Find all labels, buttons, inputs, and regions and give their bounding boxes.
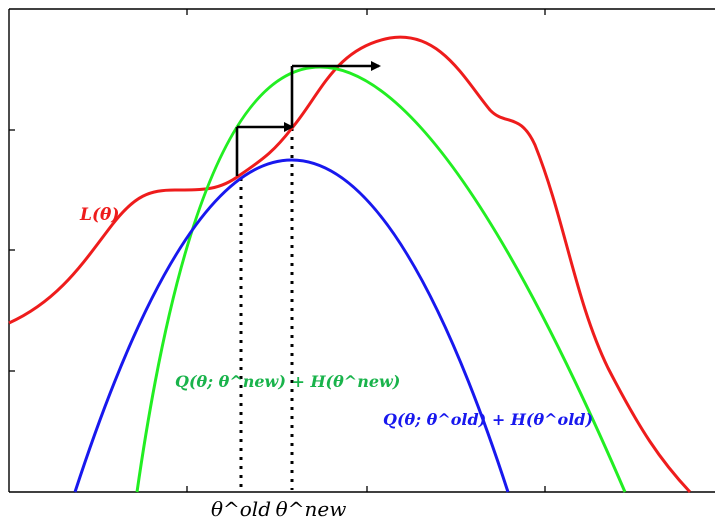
theta-guides: [239, 128, 294, 490]
em-step-arrows: [235, 61, 381, 176]
theta-old-label: θ^old: [211, 497, 271, 521]
q-old-label: Q(θ; θ^old) + H(θ^old): [383, 410, 593, 429]
q-old-curve: [73, 158, 510, 493]
q-new-curve: [135, 65, 627, 493]
tick-marks: [9, 9, 546, 492]
l-theta-label: L(θ): [79, 205, 119, 225]
plot-frame: [8, 8, 715, 493]
l-theta-curve: [8, 35, 692, 494]
theta-new-label: θ^new: [276, 497, 347, 521]
q-new-label: Q(θ; θ^new) + H(θ^new): [175, 372, 400, 391]
